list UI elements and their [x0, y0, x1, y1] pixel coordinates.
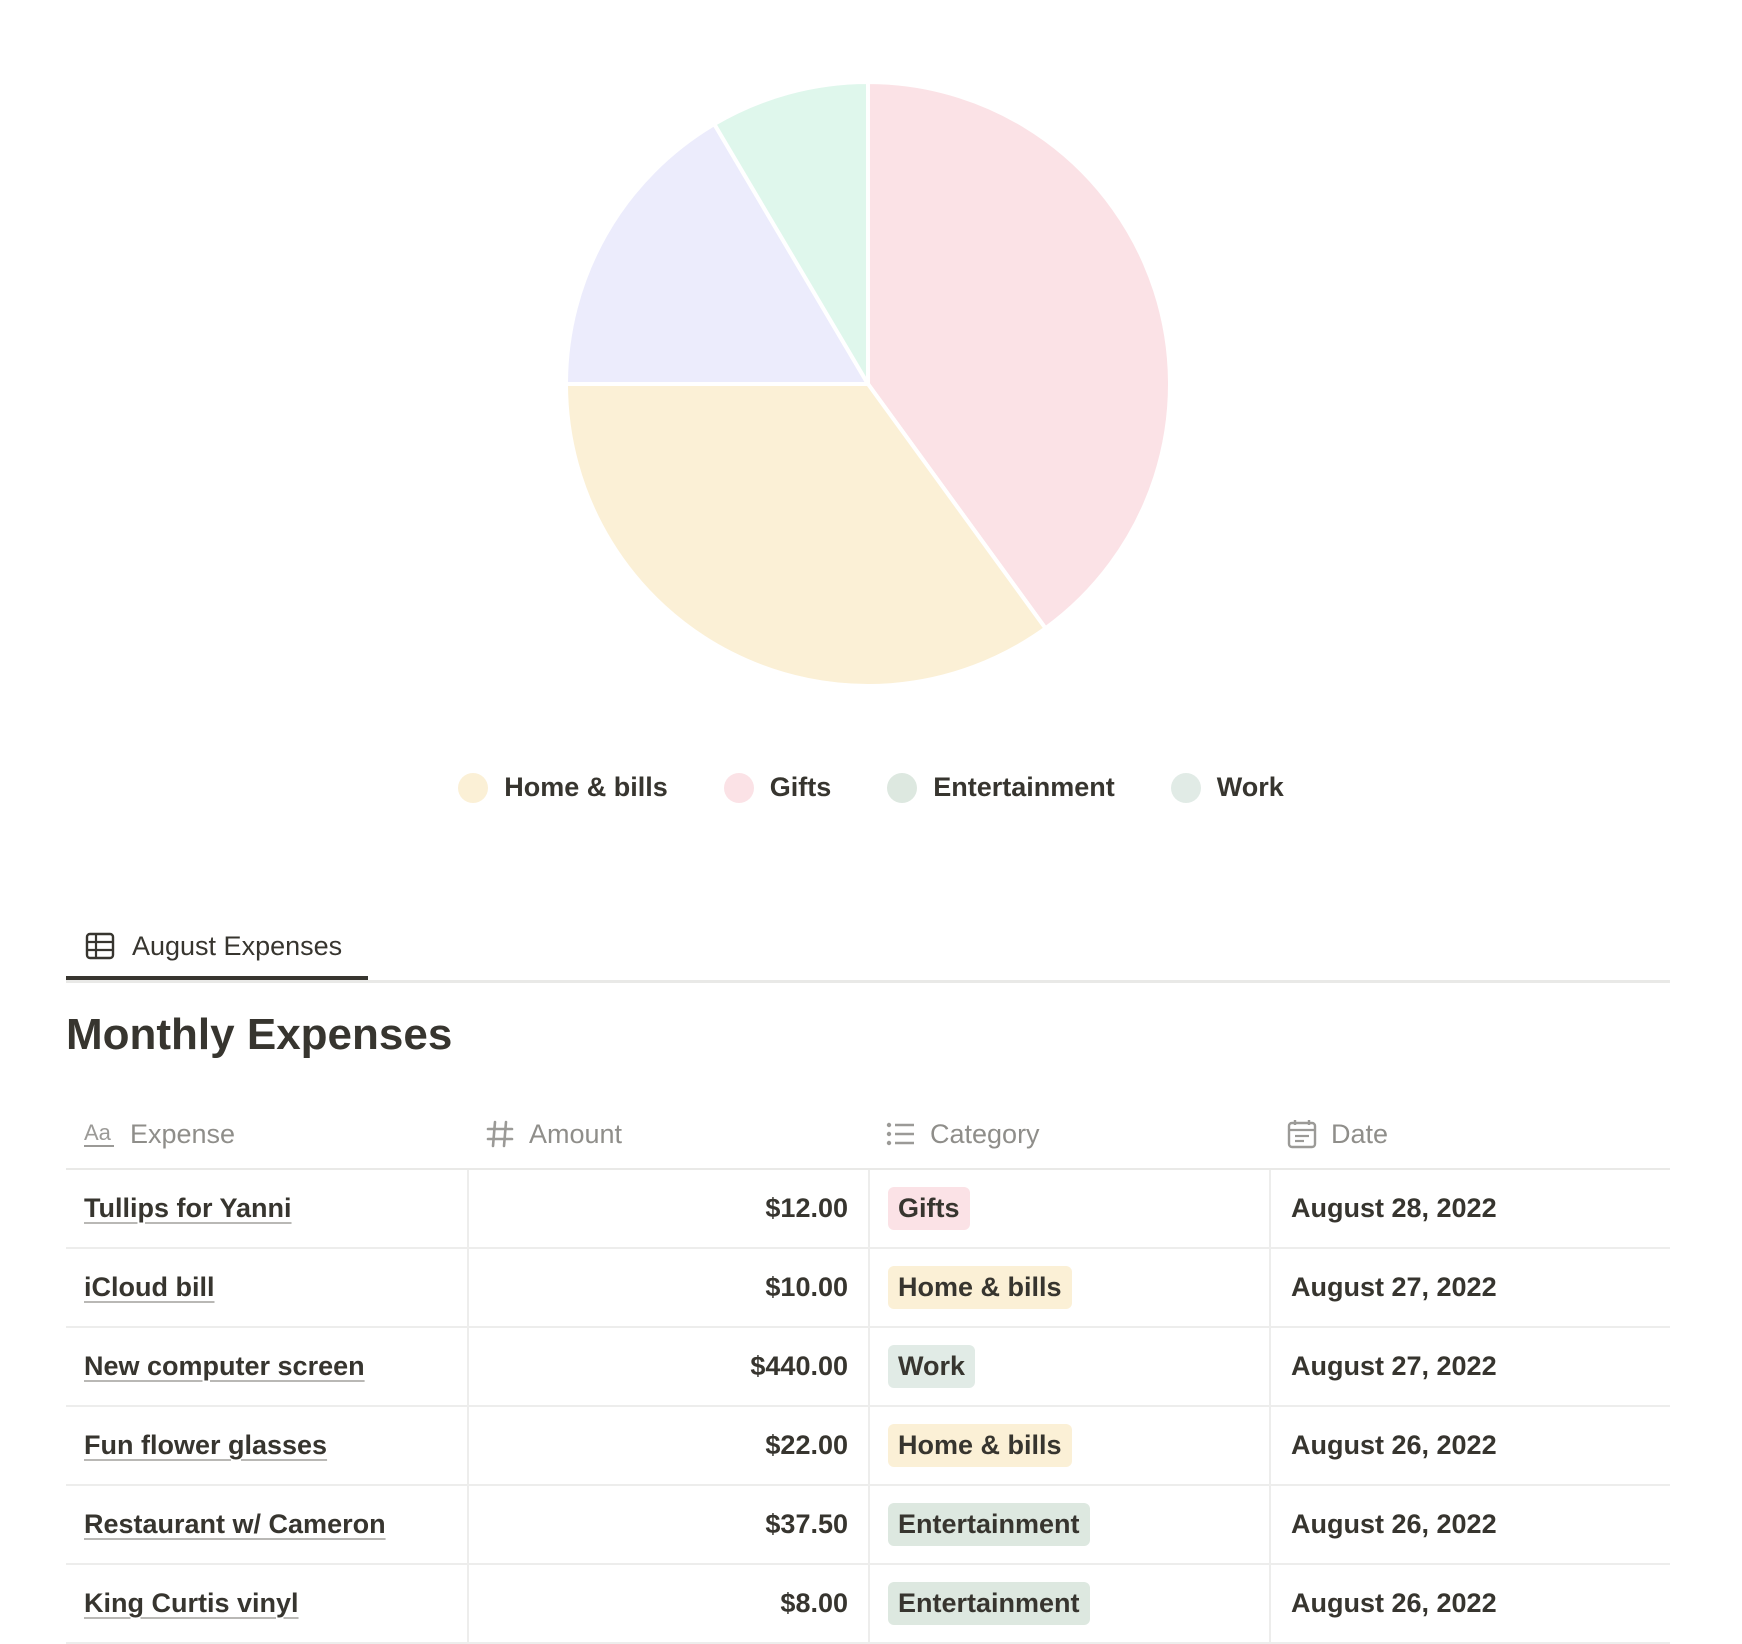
expense-cell: Restaurant w/ Cameron	[66, 1486, 467, 1563]
category-tag: Home & bills	[888, 1266, 1072, 1309]
date-cell[interactable]: August 27, 2022	[1269, 1249, 1670, 1326]
tab-august-expenses[interactable]: August Expenses	[66, 916, 368, 980]
table-row[interactable]: Tullips for Yanni $12.00 Gifts August 28…	[66, 1170, 1670, 1249]
column-header-label: Expense	[130, 1118, 236, 1149]
legend-dot-icon	[458, 772, 489, 803]
legend-label: Gifts	[769, 772, 832, 802]
pie-slice-home-bills[interactable]	[564, 382, 1048, 688]
table-row[interactable]: iCloud bill $10.00 Home & bills August 2…	[66, 1249, 1670, 1328]
expense-link[interactable]: Fun flower glasses	[84, 1430, 328, 1460]
date-cell[interactable]: August 26, 2022	[1269, 1565, 1670, 1642]
category-tag: Home & bills	[888, 1424, 1072, 1467]
expense-cell: New computer screen	[66, 1328, 467, 1405]
column-header-label: Category	[930, 1118, 1040, 1149]
tab-label: August Expenses	[132, 930, 343, 961]
expense-link[interactable]: Restaurant w/ Cameron	[84, 1509, 386, 1539]
category-cell[interactable]: Entertainment	[868, 1565, 1269, 1642]
amount-cell[interactable]: $8.00	[467, 1565, 868, 1642]
amount-cell[interactable]: $37.50	[467, 1486, 868, 1563]
expense-link[interactable]: King Curtis vinyl	[84, 1588, 299, 1618]
category-tag: Entertainment	[888, 1503, 1090, 1546]
column-header-category[interactable]: Category	[868, 1100, 1269, 1168]
date-cell[interactable]: August 28, 2022	[1269, 1170, 1670, 1247]
expense-cell: King Curtis vinyl	[66, 1565, 467, 1642]
category-tag: Entertainment	[888, 1582, 1090, 1625]
table-row[interactable]: Restaurant w/ Cameron $37.50 Entertainme…	[66, 1486, 1670, 1565]
text-property-icon: Aa	[84, 1120, 116, 1148]
category-cell[interactable]: Work	[868, 1328, 1269, 1405]
chart-legend: Home & bills Gifts Entertainment Work	[0, 772, 1742, 803]
expense-link[interactable]: iCloud bill	[84, 1272, 215, 1302]
number-property-icon	[485, 1119, 515, 1149]
legend-dot-icon	[723, 772, 754, 803]
table-row[interactable]: New computer screen $440.00 Work August …	[66, 1328, 1670, 1407]
amount-cell[interactable]: $10.00	[467, 1249, 868, 1326]
expenses-table: Aa Expense Amount Category Dat	[66, 1100, 1670, 1644]
category-cell[interactable]: Home & bills	[868, 1407, 1269, 1484]
pie-slice-work[interactable]	[712, 80, 870, 386]
legend-dot-icon	[1170, 772, 1201, 803]
view-tabbar: August Expenses	[66, 916, 1670, 983]
column-header-expense[interactable]: Aa Expense	[66, 1100, 467, 1168]
expense-cell: Tullips for Yanni	[66, 1170, 467, 1247]
table-icon	[85, 932, 115, 960]
legend-item-work[interactable]: Work	[1170, 772, 1284, 803]
date-cell[interactable]: August 26, 2022	[1269, 1407, 1670, 1484]
svg-text:Aa: Aa	[84, 1120, 112, 1145]
table-row[interactable]: King Curtis vinyl $8.00 Entertainment Au…	[66, 1565, 1670, 1644]
legend-label: Work	[1216, 772, 1284, 802]
legend-label: Home & bills	[504, 772, 668, 802]
expense-link[interactable]: Tullips for Yanni	[84, 1193, 292, 1223]
pie-slice-gifts[interactable]	[866, 80, 1172, 631]
table-row[interactable]: Fun flower glasses $22.00 Home & bills A…	[66, 1407, 1670, 1486]
page-title: Monthly Expenses	[66, 1010, 453, 1059]
category-cell[interactable]: Gifts	[868, 1170, 1269, 1247]
category-tag: Gifts	[888, 1187, 970, 1230]
legend-dot-icon	[887, 772, 918, 803]
legend-item-gifts[interactable]: Gifts	[723, 772, 832, 803]
legend-label: Entertainment	[933, 772, 1115, 802]
expense-cell: iCloud bill	[66, 1249, 467, 1326]
date-cell[interactable]: August 26, 2022	[1269, 1486, 1670, 1563]
pie-chart	[564, 80, 1172, 688]
category-tag: Work	[888, 1345, 976, 1388]
amount-cell[interactable]: $440.00	[467, 1328, 868, 1405]
expense-cell: Fun flower glasses	[66, 1407, 467, 1484]
legend-item-entertainment[interactable]: Entertainment	[887, 772, 1115, 803]
column-header-label: Date	[1331, 1118, 1389, 1149]
column-header-amount[interactable]: Amount	[467, 1100, 868, 1168]
table-header: Aa Expense Amount Category Dat	[66, 1100, 1670, 1170]
expense-link[interactable]: New computer screen	[84, 1351, 365, 1381]
column-header-date[interactable]: Date	[1269, 1100, 1670, 1168]
amount-cell[interactable]: $12.00	[467, 1170, 868, 1247]
category-cell[interactable]: Entertainment	[868, 1486, 1269, 1563]
list-property-icon	[886, 1121, 916, 1147]
amount-cell[interactable]: $22.00	[467, 1407, 868, 1484]
column-header-label: Amount	[529, 1118, 623, 1149]
category-cell[interactable]: Home & bills	[868, 1249, 1269, 1326]
calendar-icon	[1287, 1119, 1317, 1149]
date-cell[interactable]: August 27, 2022	[1269, 1328, 1670, 1405]
pie-slice-entertainment[interactable]	[564, 122, 870, 386]
legend-item-home-bills[interactable]: Home & bills	[458, 772, 668, 803]
